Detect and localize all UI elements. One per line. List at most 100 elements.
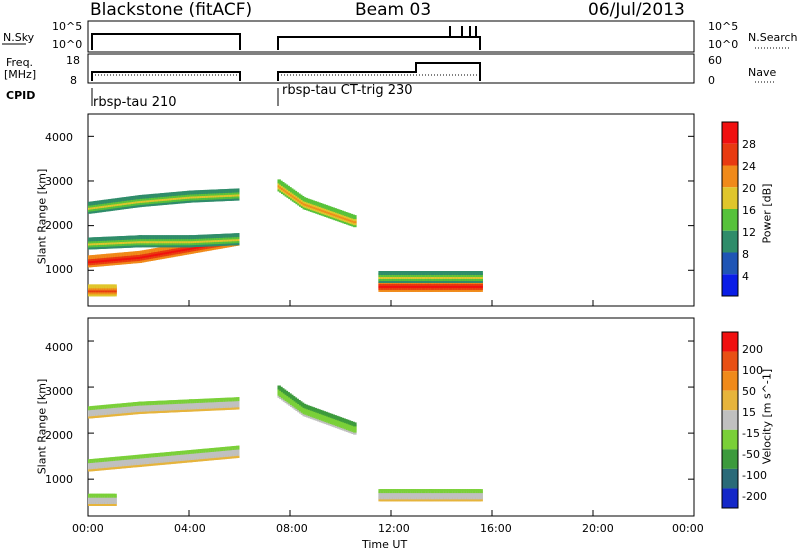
velocity-echo-cell	[331, 418, 335, 423]
velocity-echo-cell	[333, 417, 337, 422]
velocity-echo-cell	[120, 405, 124, 410]
power-data-gap	[239, 115, 278, 305]
velocity-echo-cell	[403, 493, 408, 498]
velocity-echo-cell	[221, 406, 225, 411]
power-echo-cell	[95, 254, 99, 259]
velocity-echo-cell	[288, 401, 292, 406]
velocity-echo-cell	[106, 495, 110, 500]
velocity-echo-cell	[223, 406, 227, 411]
velocity-echo-cell	[210, 402, 215, 407]
velocity-echo-cell	[299, 409, 303, 414]
velocity-echo-cell	[140, 407, 144, 412]
velocity-echo-cell	[106, 500, 110, 504]
power-echo-cell	[180, 235, 184, 240]
velocity-echo-cell	[279, 388, 283, 393]
power-echo-cell	[216, 236, 220, 241]
power-echo-cell	[129, 253, 133, 258]
velocity-echo-cell	[91, 497, 96, 502]
power-echo-cell	[169, 247, 173, 252]
power-echo-cell	[212, 234, 216, 239]
velocity-echo-cell	[196, 453, 200, 458]
velocity-echo-cell	[181, 408, 186, 412]
velocity-echo-cell	[401, 491, 406, 496]
velocity-echo-cell	[351, 423, 355, 428]
power-cbar-label: Power [dB]	[760, 183, 774, 244]
velocity-echo-cell	[109, 412, 114, 417]
velocity-echo-cell	[147, 403, 151, 408]
power-echo-cell	[169, 245, 173, 250]
velocity-echo-cell	[391, 491, 395, 496]
velocity-echo-cell	[410, 493, 415, 498]
velocity-echo-cell	[421, 489, 426, 494]
velocity-echo-cell	[203, 400, 207, 405]
velocity-echo-cell	[479, 491, 483, 496]
power-echo-cell	[165, 239, 170, 244]
velocity-echo-cell	[335, 424, 339, 429]
power-echo-cell	[104, 284, 108, 289]
velocity-echo-cell	[109, 500, 114, 504]
power-echo-cell	[340, 210, 344, 215]
velocity-echo-cell	[129, 410, 133, 415]
velocity-echo-cell	[178, 401, 182, 406]
power-echo-cell	[214, 234, 218, 239]
velocity-echo-cell	[165, 460, 170, 465]
velocity-echo-cell	[313, 407, 317, 412]
velocity-echo-cell	[183, 399, 188, 404]
power-echo-cell	[198, 190, 202, 195]
velocity-echo-cell	[198, 398, 202, 403]
velocity-echo-cell	[154, 455, 159, 460]
velocity-echo-cell	[419, 491, 424, 496]
power-echo-cell	[391, 271, 395, 275]
velocity-echo-cell	[113, 465, 117, 470]
velocity-echo-cell	[205, 456, 209, 461]
power-echo-cell	[89, 255, 94, 260]
velocity-echo-cell	[326, 414, 330, 419]
velocity-echo-cell	[163, 452, 168, 457]
velocity-echo-cell	[430, 491, 435, 496]
velocity-echo-cell	[176, 404, 180, 409]
velocity-echo-cell	[109, 457, 114, 462]
station-title: Blackstone (fitACF)	[90, 0, 253, 20]
power-echo-cell	[455, 271, 460, 275]
velocity-echo-cell	[378, 495, 382, 500]
power-echo-cell	[183, 235, 188, 240]
power-echo-cell	[463, 271, 467, 275]
velocity-echo-cell	[100, 495, 105, 500]
velocity-echo-cell	[418, 495, 422, 500]
velocity-echo-cell	[208, 448, 213, 453]
velocity-echo-cell	[385, 489, 390, 494]
velocity-echo-cell	[115, 405, 119, 410]
velocity-echo-cell	[151, 455, 155, 460]
velocity-echo-cell	[102, 404, 106, 409]
power-echo-cell	[217, 189, 222, 194]
power-echo-cell	[167, 192, 171, 197]
power-echo-cell	[98, 200, 103, 205]
velocity-echo-cell	[212, 452, 216, 456]
velocity-echo-cell	[472, 489, 476, 494]
velocity-echo-cell	[163, 454, 168, 459]
power-echo-cell	[156, 253, 160, 258]
power-y-tick-4000: 4000	[45, 131, 73, 144]
velocity-echo-cell	[156, 400, 160, 405]
velocity-echo-cell	[409, 489, 413, 494]
power-echo-cell	[443, 271, 447, 275]
power-echo-cell	[457, 271, 462, 275]
power-echo-cell	[201, 234, 206, 239]
power-colorbar-swatch	[722, 143, 738, 166]
velocity-echo-cell	[324, 413, 328, 418]
power-echo-cell	[156, 235, 160, 240]
velocity-echo-cell	[115, 460, 119, 465]
velocity-echo-cell	[320, 410, 325, 415]
power-echo-cell	[207, 238, 211, 243]
power-echo-cell	[277, 179, 281, 184]
power-echo-cell	[116, 197, 121, 202]
power-echo-cell	[124, 254, 128, 259]
velocity-echo-cell	[284, 399, 289, 404]
velocity-echo-cell	[282, 395, 287, 400]
velocity-echo-cell	[277, 387, 281, 392]
velocity-echo-cell	[127, 457, 132, 462]
velocity-echo-cell	[194, 455, 198, 460]
power-echo-cell	[201, 196, 206, 201]
velocity-echo-cell	[219, 455, 224, 460]
velocity-echo-cell	[178, 406, 182, 411]
